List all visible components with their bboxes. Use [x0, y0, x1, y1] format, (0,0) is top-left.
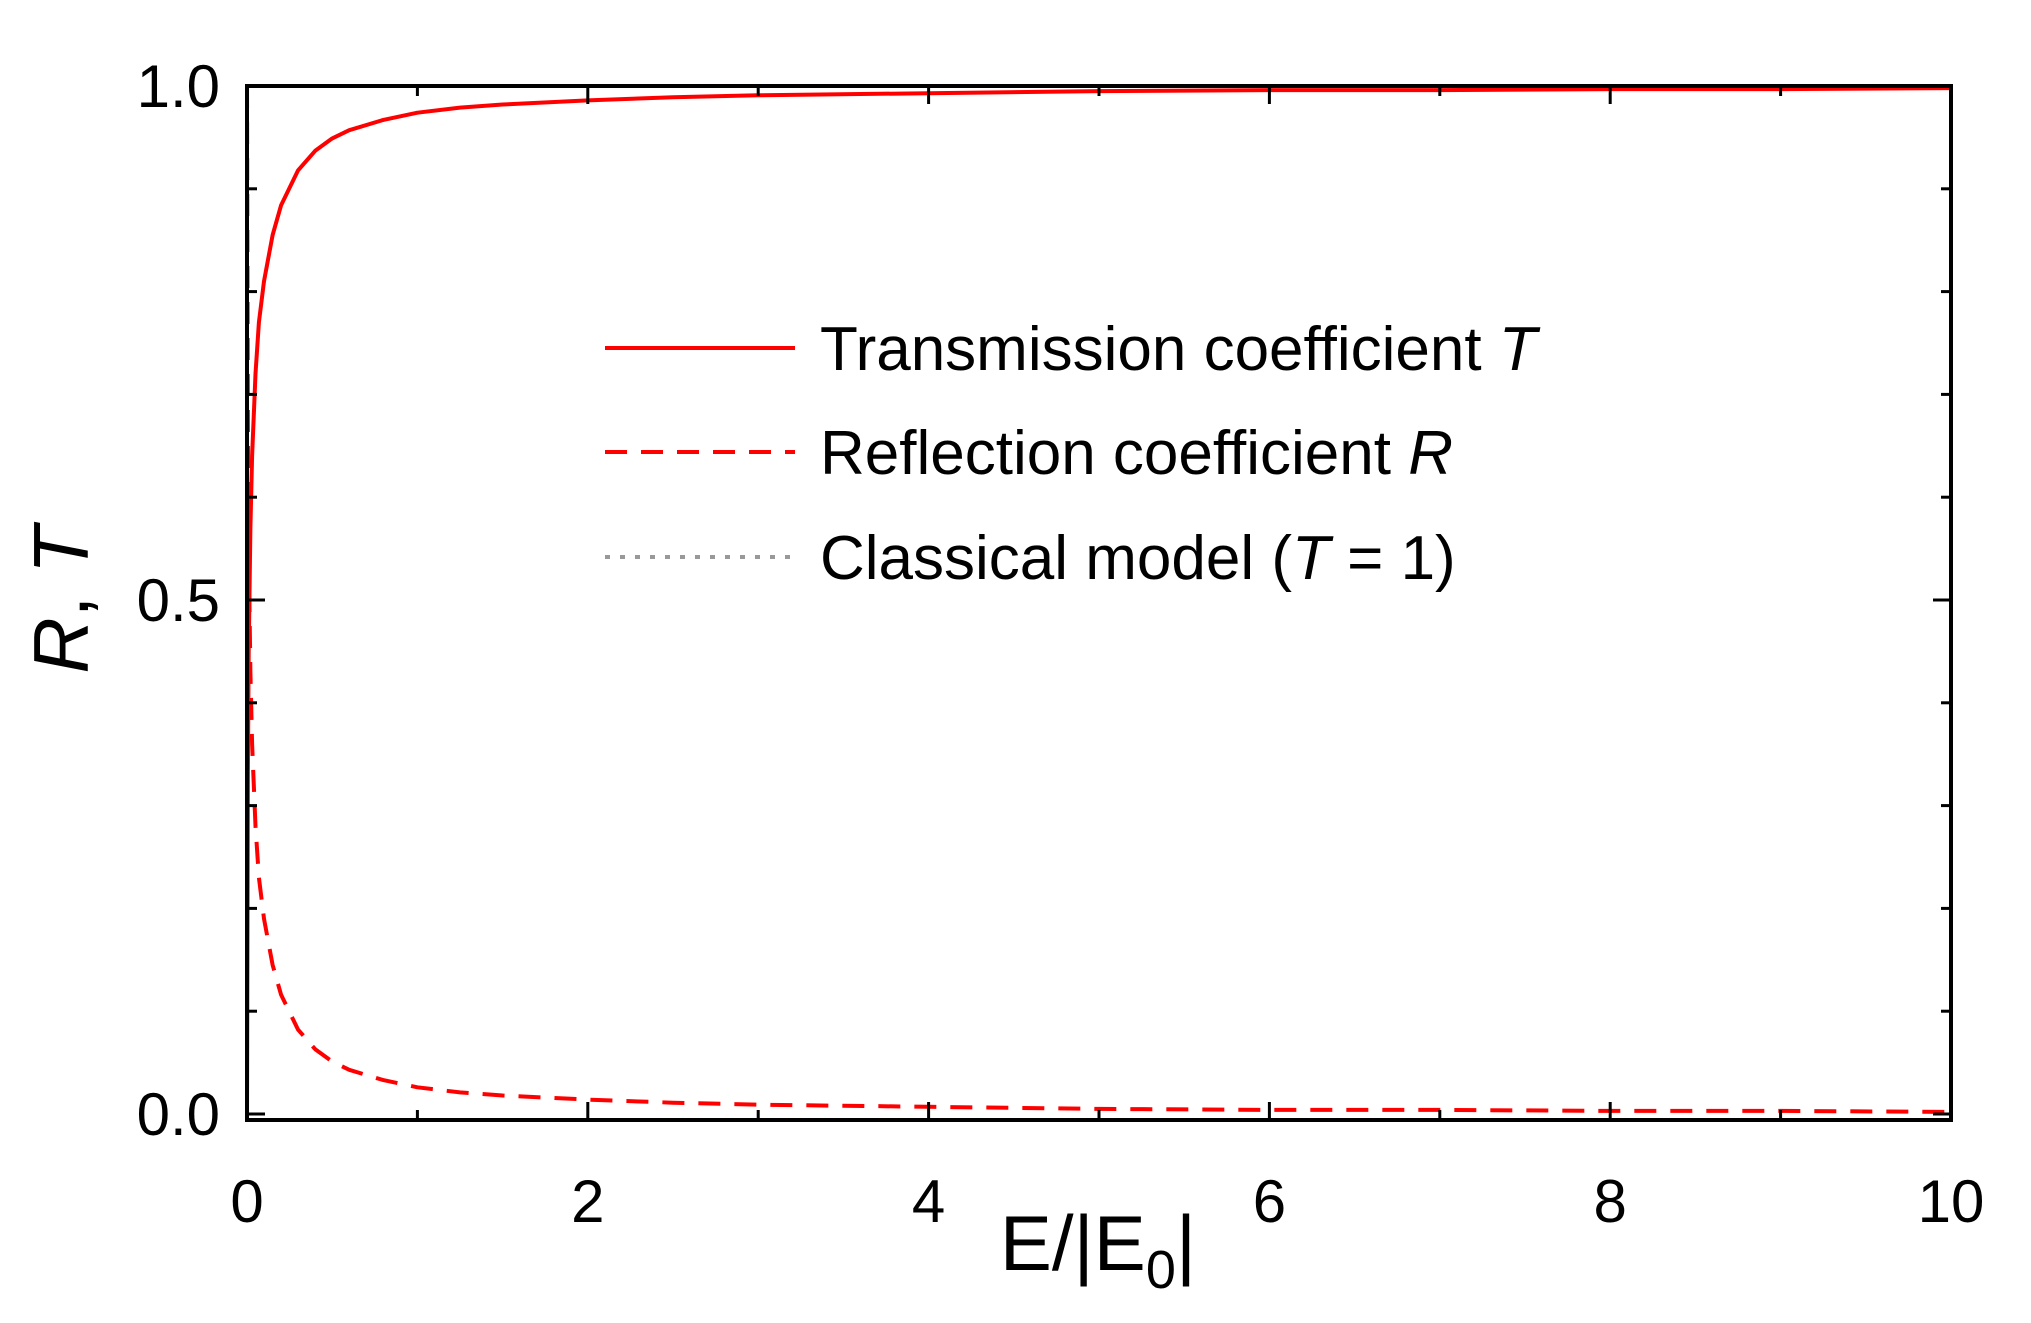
legend-label-transmission: Transmission coefficient T	[820, 315, 1541, 384]
data-layer	[245, 84, 1952, 1115]
legend-label-classical-text: Classical model (	[820, 524, 1292, 593]
legend-label-classical-suffix: = 1)	[1330, 524, 1456, 593]
x-tick-label: 4	[912, 1168, 945, 1235]
x-tick-label: 2	[571, 1168, 604, 1235]
legend-label-reflection-text: Reflection coefficient	[820, 419, 1391, 488]
plot-frame	[245, 84, 1953, 1122]
x-axis-title-close: |	[1176, 1199, 1196, 1287]
legend-label-classical-symbol: T	[1292, 524, 1334, 593]
y-axis-title-r: R	[17, 617, 105, 673]
x-axis-title-base: E/|E	[1000, 1199, 1146, 1287]
axis-tick-labels: 0 2 4 6 8 10 0.0 0.5 1.0	[137, 53, 1985, 1235]
y-tick-label: 0.0	[137, 1081, 220, 1148]
x-tick-label: 6	[1253, 1168, 1286, 1235]
y-tick-label: 0.5	[137, 567, 220, 634]
y-tick-label: 1.0	[137, 53, 220, 120]
series-line-R	[245, 85, 1952, 1114]
x-tick-label: 10	[1918, 1168, 1985, 1235]
x-tick-label: 8	[1594, 1168, 1627, 1235]
y-axis-title-separator: ,	[17, 574, 105, 617]
legend-label-transmission-text: Transmission coefficient	[820, 315, 1482, 384]
legend-label-transmission-symbol: T	[1499, 315, 1541, 384]
legend-label-classical: Classical model (T = 1)	[820, 524, 1456, 593]
x-axis-title: E/|E0|	[1000, 1199, 1196, 1300]
series-line-T	[245, 86, 1952, 1115]
x-tick-label: 0	[230, 1168, 263, 1235]
legend: Transmission coefficient T Reflection co…	[605, 315, 1541, 593]
legend-label-reflection-symbol: R	[1408, 419, 1453, 488]
x-axis-title-subscript: 0	[1146, 1240, 1176, 1300]
y-axis-title: R, T	[17, 521, 105, 674]
legend-label-reflection: Reflection coefficient R	[820, 419, 1453, 488]
axis-ticks	[245, 84, 1953, 1120]
y-axis-title-t: T	[17, 521, 105, 574]
